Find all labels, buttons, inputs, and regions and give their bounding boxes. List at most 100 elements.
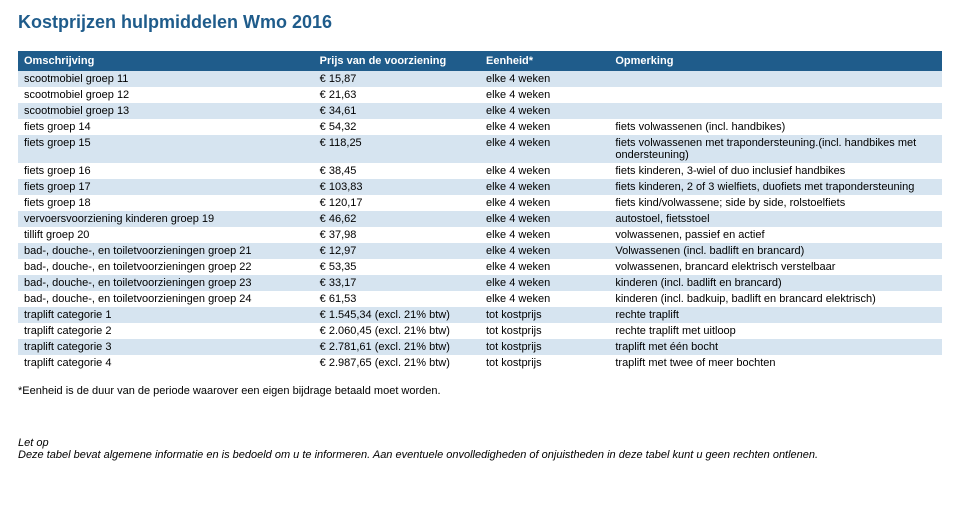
table-row: fiets groep 14€ 54,32elke 4 wekenfiets v… <box>18 119 942 135</box>
cell-desc: bad-, douche-, en toiletvoorzieningen gr… <box>18 259 314 275</box>
cell-note: fiets kinderen, 2 of 3 wielfiets, duofie… <box>609 179 942 195</box>
cell-price: € 34,61 <box>314 103 480 119</box>
table-row: bad-, douche-, en toiletvoorzieningen gr… <box>18 259 942 275</box>
cell-unit: elke 4 weken <box>480 103 609 119</box>
cell-desc: vervoersvoorziening kinderen groep 19 <box>18 211 314 227</box>
table-row: bad-, douche-, en toiletvoorzieningen gr… <box>18 243 942 259</box>
table-row: traplift categorie 2€ 2.060,45 (excl. 21… <box>18 323 942 339</box>
table-row: fiets groep 17€ 103,83elke 4 wekenfiets … <box>18 179 942 195</box>
cell-desc: scootmobiel groep 11 <box>18 71 314 87</box>
table-row: scootmobiel groep 12€ 21,63elke 4 weken <box>18 87 942 103</box>
cell-price: € 53,35 <box>314 259 480 275</box>
cell-note: fiets volwassenen met trapondersteuning.… <box>609 135 942 163</box>
cell-note: fiets volwassenen (incl. handbikes) <box>609 119 942 135</box>
cell-desc: fiets groep 17 <box>18 179 314 195</box>
table-row: scootmobiel groep 13€ 34,61elke 4 weken <box>18 103 942 119</box>
disclaimer: Let op Deze tabel bevat algemene informa… <box>18 437 942 461</box>
table-row: fiets groep 18€ 120,17elke 4 wekenfiets … <box>18 195 942 211</box>
cell-price: € 12,97 <box>314 243 480 259</box>
cell-unit: elke 4 weken <box>480 179 609 195</box>
cell-unit: elke 4 weken <box>480 243 609 259</box>
cell-price: € 118,25 <box>314 135 480 163</box>
cell-note: fiets kinderen, 3-wiel of duo inclusief … <box>609 163 942 179</box>
cell-desc: fiets groep 18 <box>18 195 314 211</box>
cell-price: € 61,53 <box>314 291 480 307</box>
cell-price: € 1.545,34 (excl. 21% btw) <box>314 307 480 323</box>
cell-unit: elke 4 weken <box>480 227 609 243</box>
cell-desc: traplift categorie 1 <box>18 307 314 323</box>
cell-note: Volwassenen (incl. badlift en brancard) <box>609 243 942 259</box>
cell-desc: traplift categorie 2 <box>18 323 314 339</box>
cell-unit: elke 4 weken <box>480 119 609 135</box>
cell-price: € 15,87 <box>314 71 480 87</box>
cell-note: kinderen (incl. badkuip, badlift en bran… <box>609 291 942 307</box>
cell-unit: elke 4 weken <box>480 71 609 87</box>
cell-price: € 2.060,45 (excl. 21% btw) <box>314 323 480 339</box>
cell-desc: traplift categorie 3 <box>18 339 314 355</box>
cell-desc: bad-, douche-, en toiletvoorzieningen gr… <box>18 243 314 259</box>
cell-price: € 2.781,61 (excl. 21% btw) <box>314 339 480 355</box>
table-row: bad-, douche-, en toiletvoorzieningen gr… <box>18 291 942 307</box>
cell-desc: scootmobiel groep 12 <box>18 87 314 103</box>
cell-note: kinderen (incl. badlift en brancard) <box>609 275 942 291</box>
cell-desc: bad-, douche-, en toiletvoorzieningen gr… <box>18 291 314 307</box>
cell-unit: tot kostprijs <box>480 323 609 339</box>
cell-note: rechte traplift met uitloop <box>609 323 942 339</box>
cell-desc: traplift categorie 4 <box>18 355 314 371</box>
cell-note: traplift met één bocht <box>609 339 942 355</box>
table-body: scootmobiel groep 11€ 15,87elke 4 wekens… <box>18 71 942 371</box>
cell-price: € 120,17 <box>314 195 480 211</box>
disclaimer-text: Deze tabel bevat algemene informatie en … <box>18 449 818 461</box>
col-header-desc: Omschrijving <box>18 51 314 71</box>
cell-desc: tillift groep 20 <box>18 227 314 243</box>
cell-price: € 38,45 <box>314 163 480 179</box>
table-row: traplift categorie 4€ 2.987,65 (excl. 21… <box>18 355 942 371</box>
cell-note <box>609 103 942 119</box>
table-row: vervoersvoorziening kinderen groep 19€ 4… <box>18 211 942 227</box>
col-header-unit: Eenheid* <box>480 51 609 71</box>
cell-unit: elke 4 weken <box>480 275 609 291</box>
pricing-table: Omschrijving Prijs van de voorziening Ee… <box>18 51 942 371</box>
cell-price: € 33,17 <box>314 275 480 291</box>
page-title: Kostprijzen hulpmiddelen Wmo 2016 <box>18 12 942 33</box>
table-row: tillift groep 20€ 37,98elke 4 wekenvolwa… <box>18 227 942 243</box>
col-header-price: Prijs van de voorziening <box>314 51 480 71</box>
cell-unit: tot kostprijs <box>480 355 609 371</box>
table-row: fiets groep 16€ 38,45elke 4 wekenfiets k… <box>18 163 942 179</box>
cell-note: volwassenen, brancard elektrisch verstel… <box>609 259 942 275</box>
cell-unit: elke 4 weken <box>480 163 609 179</box>
table-row: traplift categorie 1€ 1.545,34 (excl. 21… <box>18 307 942 323</box>
cell-desc: fiets groep 14 <box>18 119 314 135</box>
cell-note: volwassenen, passief en actief <box>609 227 942 243</box>
cell-desc: bad-, douche-, en toiletvoorzieningen gr… <box>18 275 314 291</box>
cell-note: traplift met twee of meer bochten <box>609 355 942 371</box>
table-row: fiets groep 15€ 118,25elke 4 wekenfiets … <box>18 135 942 163</box>
table-header-row: Omschrijving Prijs van de voorziening Ee… <box>18 51 942 71</box>
cell-desc: fiets groep 15 <box>18 135 314 163</box>
cell-unit: tot kostprijs <box>480 339 609 355</box>
disclaimer-label: Let op <box>18 437 49 449</box>
cell-price: € 2.987,65 (excl. 21% btw) <box>314 355 480 371</box>
cell-note <box>609 71 942 87</box>
cell-price: € 54,32 <box>314 119 480 135</box>
cell-price: € 103,83 <box>314 179 480 195</box>
table-row: scootmobiel groep 11€ 15,87elke 4 weken <box>18 71 942 87</box>
cell-price: € 37,98 <box>314 227 480 243</box>
cell-note <box>609 87 942 103</box>
cell-price: € 21,63 <box>314 87 480 103</box>
cell-note: autostoel, fietsstoel <box>609 211 942 227</box>
cell-unit: elke 4 weken <box>480 195 609 211</box>
cell-note: rechte traplift <box>609 307 942 323</box>
table-row: bad-, douche-, en toiletvoorzieningen gr… <box>18 275 942 291</box>
cell-note: fiets kind/volwassene; side by side, rol… <box>609 195 942 211</box>
cell-unit: elke 4 weken <box>480 291 609 307</box>
cell-price: € 46,62 <box>314 211 480 227</box>
footnote: *Eenheid is de duur van de periode waaro… <box>18 385 942 397</box>
cell-unit: elke 4 weken <box>480 135 609 163</box>
cell-unit: elke 4 weken <box>480 87 609 103</box>
table-row: traplift categorie 3€ 2.781,61 (excl. 21… <box>18 339 942 355</box>
cell-desc: scootmobiel groep 13 <box>18 103 314 119</box>
col-header-note: Opmerking <box>609 51 942 71</box>
cell-desc: fiets groep 16 <box>18 163 314 179</box>
cell-unit: elke 4 weken <box>480 211 609 227</box>
